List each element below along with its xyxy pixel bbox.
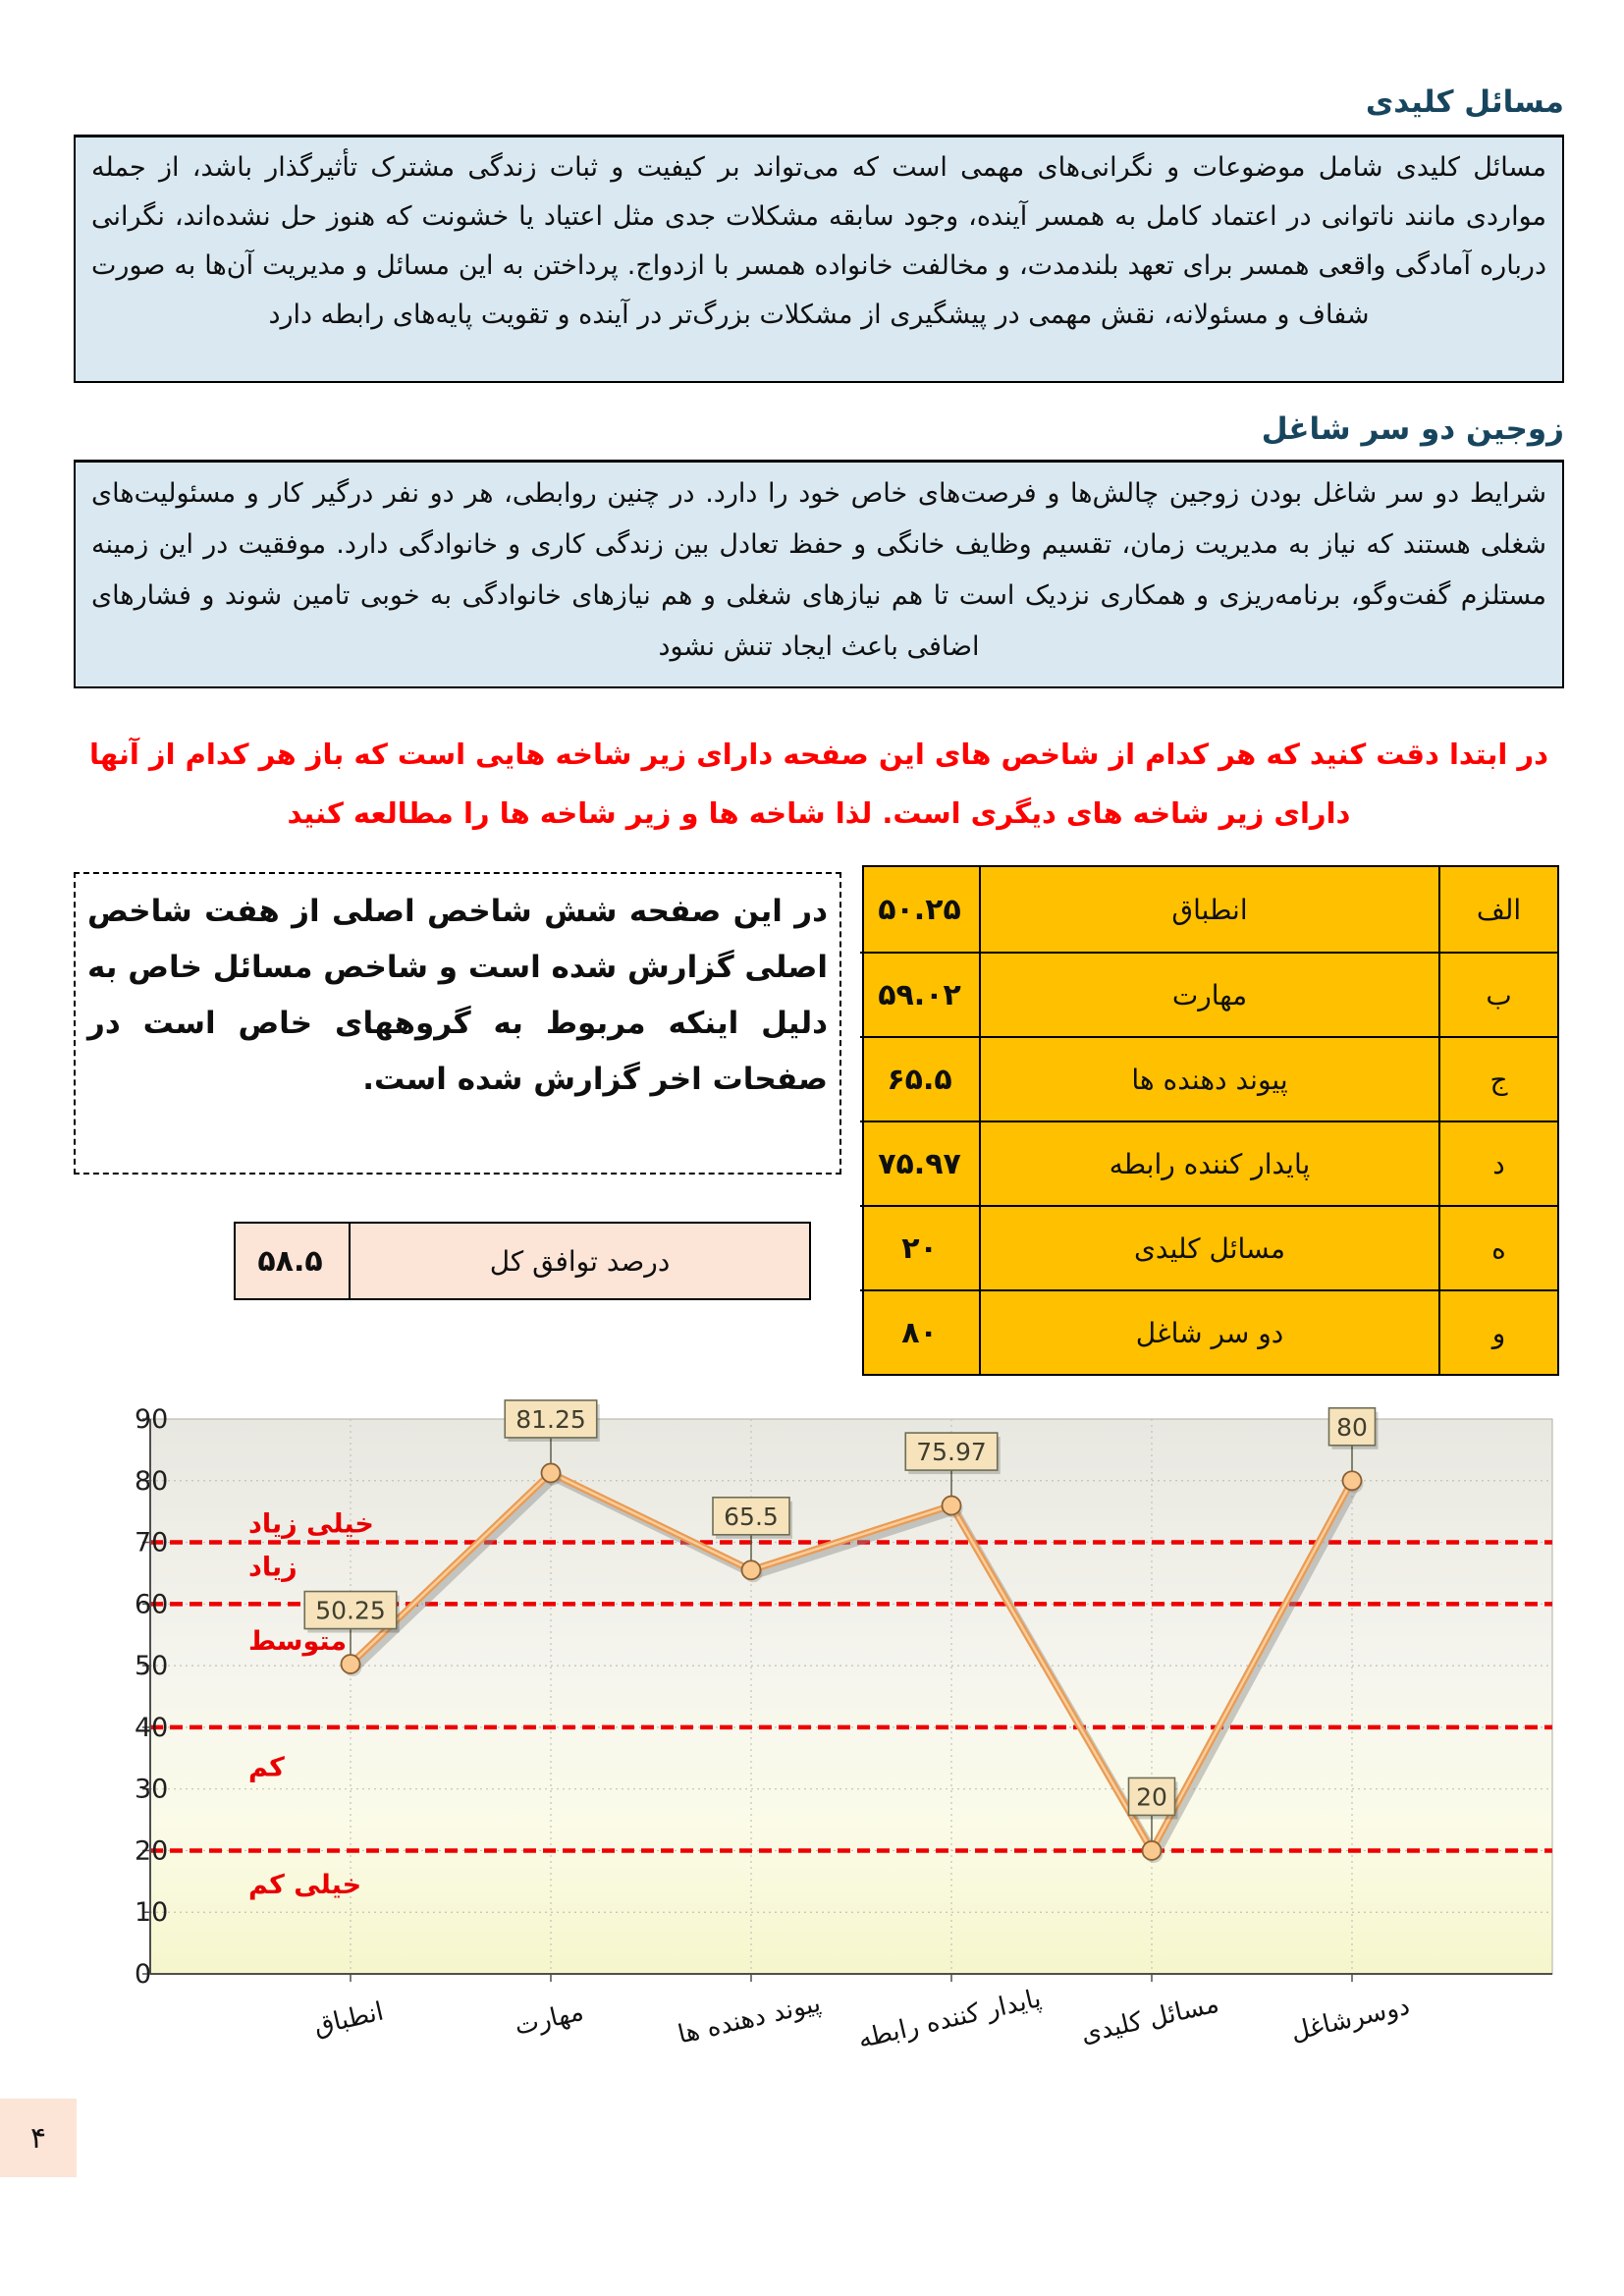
data-label-box — [1127, 1777, 1176, 1817]
x-axis-label: انطباق — [311, 1997, 387, 2042]
total-agreement-label: درصد توافق کل — [489, 1244, 671, 1278]
total-agreement-box: درصد توافق کل ۵۸.۵ — [234, 1222, 811, 1300]
chart-plot-area — [149, 1418, 1553, 1975]
table-cell-value: ۵۹.۰۲ — [860, 952, 979, 1036]
y-axis-label: 80 — [135, 1466, 168, 1497]
y-axis-label: 10 — [135, 1897, 168, 1928]
y-axis-label: 20 — [135, 1835, 168, 1866]
y-axis-label: 30 — [135, 1775, 168, 1805]
data-label-box — [504, 1399, 598, 1439]
data-point-marker — [540, 1462, 562, 1484]
data-label: 75.97 — [916, 1438, 987, 1466]
data-point-marker — [1341, 1470, 1363, 1492]
table-cell-name: مسائل کلیدی — [979, 1205, 1438, 1289]
data-label: 80 — [1336, 1413, 1368, 1442]
series-line-shadow — [351, 1473, 1360, 1860]
data-label-box — [303, 1590, 398, 1630]
section-title-key-issues: مسائل کلیدی — [1365, 84, 1564, 120]
table-cell-value: ۸۰ — [860, 1289, 979, 1374]
section-title-dual-career: زوجین دو سر شاغل — [1261, 411, 1564, 447]
threshold-zone-label: زیاد — [248, 1553, 298, 1583]
page-number: ۴ — [0, 2099, 77, 2177]
data-point-marker — [941, 1495, 962, 1516]
x-axis-label: مهارت — [512, 1997, 586, 2042]
x-axis-label: دوسرشاغل — [1288, 1992, 1413, 2048]
table-cell-letter: ب — [1438, 952, 1557, 1036]
x-axis-label: پیوند دهنده ها — [676, 1989, 824, 2050]
scores-line-chart: خیلی زیاد زیاد متوسط کم خیلی کم 0 10 20 30 40 50 60… — [135, 1399, 1553, 2054]
key-issues-text-box: مسائل کلیدی شامل موضوعات و نگرانی‌های مه… — [74, 135, 1564, 383]
table-cell-value: ۵۰.۲۵ — [878, 892, 961, 927]
data-label: 20 — [1136, 1782, 1167, 1811]
red-notice-text: در ابتدا دقت کنید که هر کدام از شاخص های… — [88, 738, 1549, 830]
data-point-marker — [340, 1654, 361, 1674]
y-axis-label: 70 — [135, 1528, 168, 1558]
data-label-box — [1327, 1406, 1377, 1447]
table-cell-letter: ه — [1438, 1205, 1557, 1289]
table-cell-letter: ج — [1438, 1036, 1557, 1121]
data-label-box — [904, 1432, 999, 1471]
data-point-marker — [740, 1559, 762, 1581]
table-cell-name: انطباق — [979, 867, 1438, 952]
threshold-zone-label: خیلی کم — [248, 1870, 361, 1900]
threshold-zone-label: متوسط — [248, 1626, 347, 1657]
note-dashed-box: در این صفحه شش شاخص اصلی از هفت شاخص اصل… — [74, 872, 841, 1175]
x-axis-label: مسائل کلیدی — [1078, 1989, 1221, 2049]
data-label: 65.5 — [724, 1503, 779, 1531]
table-cell-name: پیوند دهنده ها — [979, 1036, 1438, 1121]
table-cell-value: ۷۵.۹۷ — [860, 1121, 979, 1205]
indicator-table: الف انطباق ۵۰.۲۵ ب مهارت ۵۹.۰۲ ج پیوند د… — [860, 865, 1559, 1376]
table-cell-name: دو سر شاغل — [979, 1289, 1438, 1374]
y-axis-label: 0 — [135, 1959, 151, 1990]
data-label-box — [712, 1497, 790, 1536]
data-point-marker — [1141, 1840, 1163, 1861]
table-cell-name: پایدار کننده رابطه — [979, 1121, 1438, 1205]
series-line-highlight — [349, 1471, 1354, 1852]
data-label: 50.25 — [315, 1597, 386, 1625]
table-cell-name: مهارت — [979, 952, 1438, 1036]
y-axis-label: 90 — [135, 1404, 168, 1435]
x-axis-label: پایدار کننده رابطه — [855, 1984, 1044, 2054]
table-cell-letter: الف — [1438, 867, 1557, 952]
total-agreement-value: ۵۸.۵ — [232, 1224, 351, 1298]
table-cell-value: ۶۵.۵ — [860, 1036, 979, 1121]
threshold-zone-label: خیلی زیاد — [248, 1509, 374, 1540]
table-cell-value: ۲۰ — [860, 1205, 979, 1289]
y-axis-label: 50 — [135, 1651, 168, 1681]
data-label: 81.25 — [515, 1405, 586, 1434]
table-cell-letter: د — [1438, 1121, 1557, 1205]
y-axis-label: 60 — [135, 1589, 168, 1619]
table-cell-letter: و — [1438, 1289, 1557, 1374]
y-axis-label: 40 — [135, 1713, 168, 1743]
dual-career-text-box: شرایط دو سر شاغل بودن زوجین چالش‌ها و فر… — [74, 460, 1564, 688]
threshold-zone-label: کم — [248, 1753, 285, 1783]
